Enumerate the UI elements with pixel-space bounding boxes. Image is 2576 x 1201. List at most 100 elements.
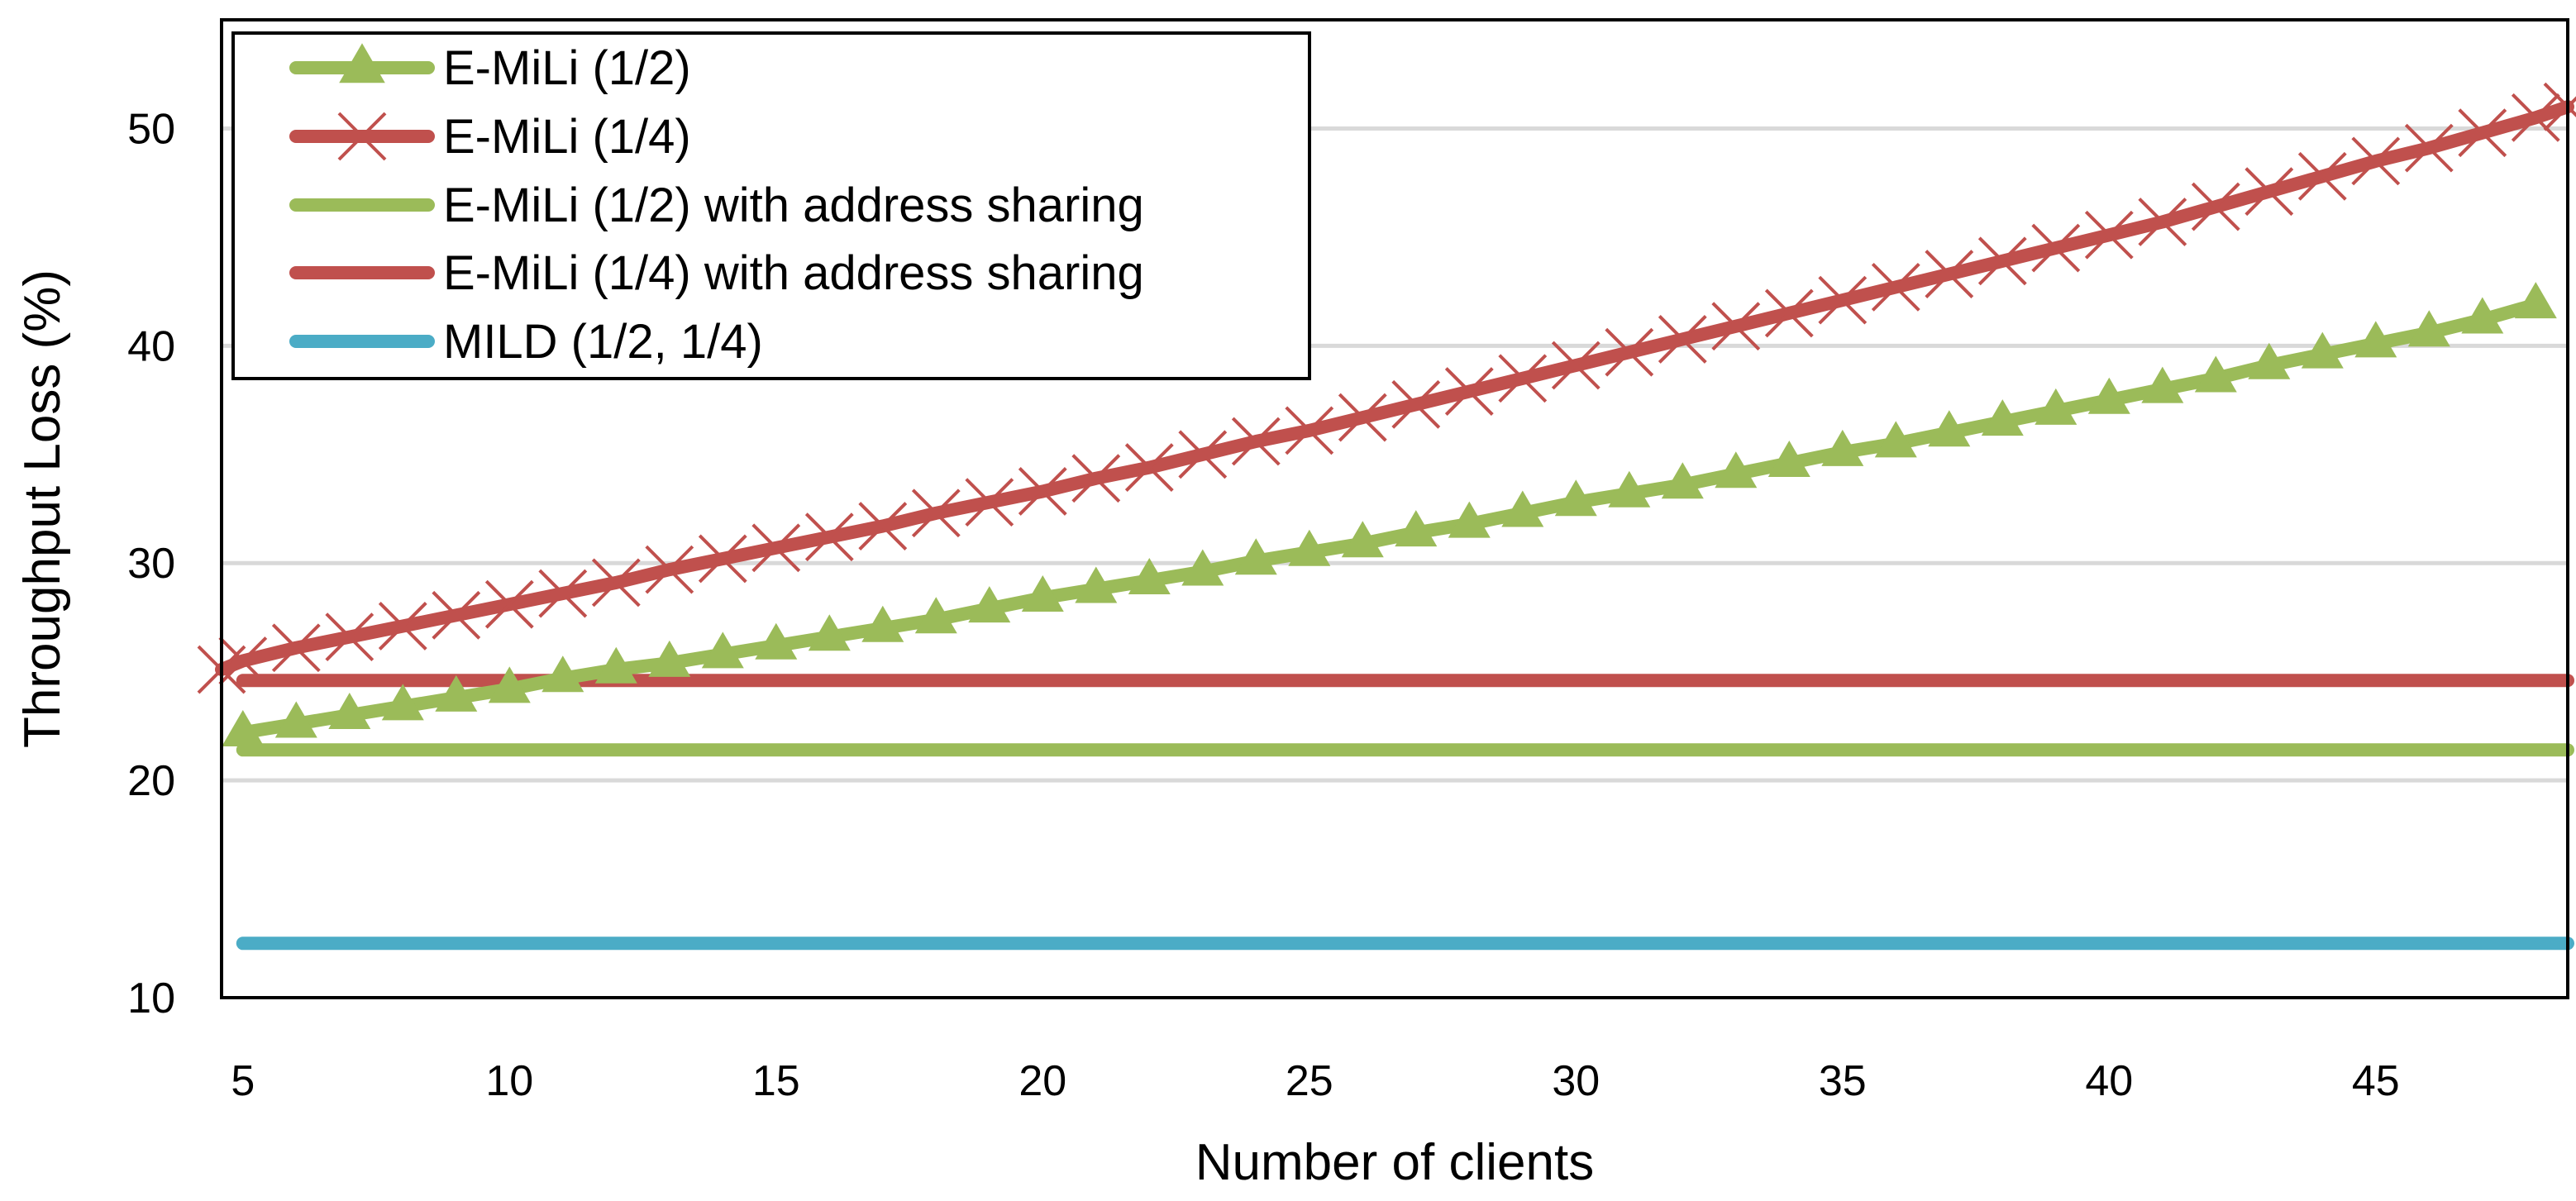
series-0-point-16 — [1075, 566, 1118, 603]
x-tick-label-8: 45 — [2352, 1057, 2400, 1105]
series-1-point-12 — [804, 512, 854, 562]
series-0-point-19 — [1234, 538, 1277, 575]
series-1-point-29 — [1711, 302, 1761, 351]
series-1-point-14 — [911, 489, 961, 538]
series-1-point-40 — [2297, 151, 2347, 201]
series-1-point-27 — [1605, 327, 1654, 377]
series-1-point-42 — [2404, 123, 2454, 173]
y-tick-label-0: 10 — [127, 975, 175, 1022]
series-0-point-12 — [861, 605, 904, 642]
series-0-point-3 — [381, 684, 424, 721]
series-0-point-20 — [1288, 529, 1331, 566]
series-0-point-32 — [1928, 410, 1971, 447]
series-1-point-39 — [2244, 167, 2294, 217]
x-tick-label-1: 10 — [485, 1057, 533, 1105]
x-tick-label-7: 40 — [2085, 1057, 2133, 1105]
series-0-point-23 — [1448, 501, 1491, 538]
series-1-point-19 — [1178, 430, 1228, 479]
series-0-point-9 — [701, 631, 744, 669]
series-1-point-15 — [965, 478, 1014, 527]
series-0-point-10 — [755, 622, 798, 660]
plot-area-frame — [220, 18, 2569, 999]
series-1-point-26 — [1551, 341, 1600, 390]
series-0-point-2 — [328, 693, 371, 729]
y-tick-label-2: 30 — [127, 540, 175, 588]
series-0-point-26 — [1608, 470, 1651, 508]
markers-layer — [197, 82, 2576, 746]
series-1-point-31 — [1818, 275, 1868, 325]
series-0-point-8 — [648, 640, 691, 677]
legend-label-1: E-MiLi (1/4) — [443, 110, 691, 164]
series-1-point-35 — [2031, 223, 2081, 273]
series-0-point-17 — [1128, 558, 1171, 594]
series-1-point-17 — [1071, 454, 1121, 503]
legend-label-4: MILD (1/2, 1/4) — [443, 315, 763, 369]
series-0-point-29 — [1767, 441, 1810, 477]
series-1-point-41 — [2351, 136, 2401, 186]
x-tick-label-4: 25 — [1286, 1057, 1333, 1105]
series-0-point-36 — [2141, 366, 2184, 403]
series-1-point-22 — [1338, 393, 1387, 442]
series-1-point-21 — [1285, 406, 1334, 455]
series-0-point-33 — [1981, 399, 2024, 436]
series-1-point-37 — [2138, 198, 2187, 246]
series-0-point-14 — [968, 586, 1011, 623]
series-0-point-7 — [594, 646, 637, 684]
series-1-point-44 — [2511, 93, 2560, 142]
x-tick-label-3: 20 — [1018, 1057, 1066, 1105]
series-1-point-3 — [325, 612, 374, 662]
series-1-point-1 — [218, 636, 268, 685]
series-1-point-18 — [1124, 443, 1174, 492]
legend-label-0: E-MiLi (1/2) — [443, 41, 691, 95]
series-0-point-42 — [2461, 297, 2504, 334]
series-1-point-5 — [432, 590, 481, 640]
series-1-point-9 — [645, 545, 694, 594]
series-0-point-38 — [2248, 342, 2291, 379]
x-axis-ticks: 5 10 15 20 25 30 35 40 45 — [231, 1057, 2399, 1105]
y-tick-label-4: 50 — [127, 105, 175, 153]
series-0-point-37 — [2194, 355, 2237, 393]
series-1-point-28 — [1658, 315, 1707, 364]
series-1-point-8 — [591, 558, 641, 608]
legend-marker-1 — [337, 112, 387, 161]
series-0-point-0 — [222, 710, 265, 746]
series-0-point-21 — [1341, 521, 1384, 558]
series-0-point-27 — [1661, 462, 1704, 499]
series-0-point-40 — [2354, 321, 2397, 358]
series-0-point-28 — [1715, 451, 1758, 489]
series-1-point-24 — [1444, 367, 1494, 416]
series-1-point-11 — [751, 523, 801, 573]
series-1-point-34 — [1977, 236, 2027, 286]
series-0-point-39 — [2301, 331, 2344, 369]
series-0-point-1 — [274, 701, 317, 738]
y-axis-label: Throughput Loss (%) — [14, 269, 71, 748]
series-0-point-35 — [2087, 377, 2130, 414]
legend-label-2: E-MiLi (1/2) with address sharing — [443, 179, 1144, 232]
series-0-point-30 — [1821, 429, 1864, 466]
series-0-point-18 — [1181, 549, 1224, 586]
y-axis-ticks: 10 20 30 40 50 — [127, 105, 175, 1022]
series-0-point-11 — [808, 614, 851, 651]
series-1-point-38 — [2191, 182, 2240, 231]
x-tick-label-5: 30 — [1552, 1057, 1600, 1105]
series-0-point-13 — [914, 597, 957, 634]
series-1-point-20 — [1231, 417, 1281, 466]
series-1-point-36 — [2084, 210, 2134, 260]
legend-label-3: E-MiLi (1/4) with address sharing — [443, 246, 1144, 300]
series-1-point-25 — [1498, 354, 1548, 403]
series-1-point-30 — [1764, 288, 1814, 338]
x-tick-label-2: 15 — [752, 1057, 800, 1105]
series-0-point-22 — [1395, 510, 1438, 547]
series-1-point-33 — [1925, 250, 1974, 298]
x-tick-label-6: 35 — [1819, 1057, 1867, 1105]
series-1-point-32 — [1871, 262, 1920, 312]
series-1-point-4 — [378, 602, 427, 651]
series-0-point-41 — [2407, 310, 2450, 347]
series-0-point-4 — [435, 674, 478, 712]
series-0-point-24 — [1501, 490, 1544, 527]
y-tick-label-1: 20 — [127, 757, 175, 805]
legend: E-MiLi (1/2) E-MiLi (1/4) E-MiLi (1/2) wit… — [231, 31, 1311, 380]
y-tick-label-3: 40 — [127, 322, 175, 370]
series-1-point-6 — [484, 579, 534, 629]
